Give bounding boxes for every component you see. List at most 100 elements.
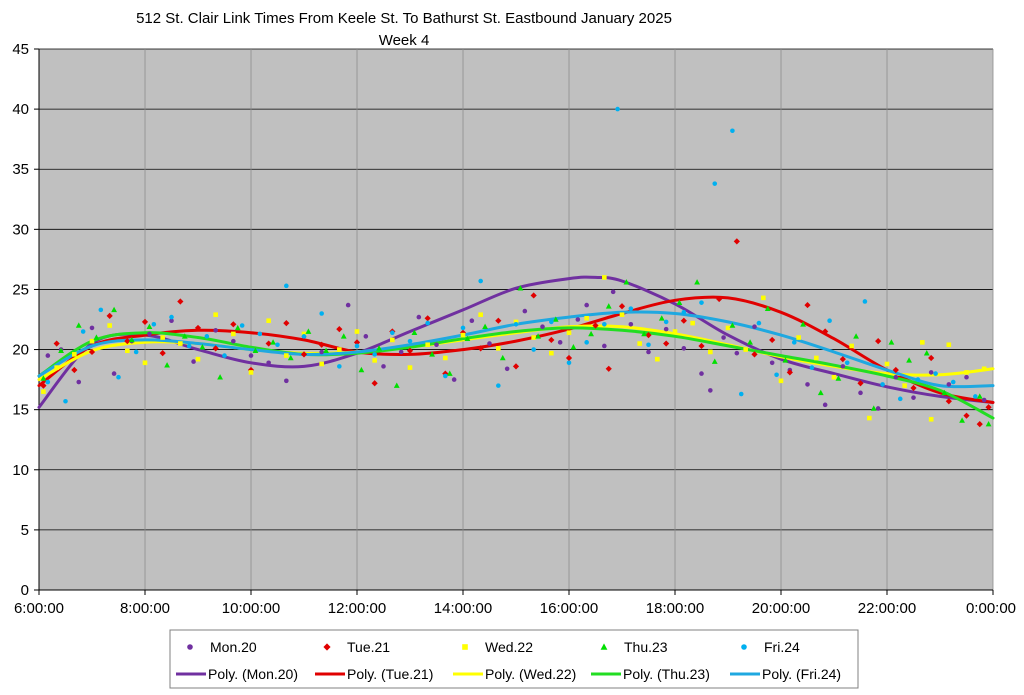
legend-label: Fri.24 xyxy=(764,639,800,655)
x-tick-label: 8:00:00 xyxy=(120,600,170,617)
data-point xyxy=(906,357,912,363)
data-point xyxy=(416,314,422,320)
data-point xyxy=(111,306,117,313)
data-point xyxy=(963,412,970,419)
data-point xyxy=(478,278,483,284)
data-point xyxy=(88,348,96,356)
data-point xyxy=(460,325,466,331)
data-point xyxy=(301,334,307,339)
data-point xyxy=(464,335,471,342)
data-point xyxy=(234,324,241,331)
data-point xyxy=(390,330,395,336)
data-point xyxy=(496,346,501,351)
data-point xyxy=(45,379,51,385)
data-point xyxy=(743,347,748,352)
data-point xyxy=(116,374,121,380)
y-tick-label: 5 xyxy=(21,522,29,539)
data-point xyxy=(902,383,907,388)
legend-marker xyxy=(600,643,608,650)
data-point xyxy=(699,300,704,305)
data-point xyxy=(566,360,572,366)
data-point xyxy=(354,343,360,349)
data-point xyxy=(443,355,448,361)
data-point xyxy=(531,335,536,340)
trend-line xyxy=(37,326,995,420)
data-point xyxy=(270,339,276,345)
data-point xyxy=(822,328,829,335)
data-point xyxy=(195,356,201,362)
data-point xyxy=(487,341,492,346)
data-point xyxy=(213,328,218,333)
y-tick-label: 35 xyxy=(12,161,29,178)
data-point xyxy=(398,349,404,355)
data-point xyxy=(721,335,726,340)
data-point xyxy=(708,349,713,355)
data-point xyxy=(252,347,259,354)
data-point xyxy=(231,338,236,344)
data-point xyxy=(340,333,347,339)
data-point xyxy=(915,377,921,382)
data-point xyxy=(393,382,400,388)
data-point xyxy=(443,373,448,379)
data-point xyxy=(337,347,342,352)
data-point xyxy=(730,128,735,134)
data-point xyxy=(928,416,934,422)
legend-label: Poly. (Mon.20) xyxy=(208,666,298,682)
data-point xyxy=(699,371,704,376)
data-point xyxy=(676,299,683,305)
data-point xyxy=(300,351,308,358)
data-point xyxy=(40,375,47,381)
data-point xyxy=(844,360,850,366)
data-point xyxy=(655,356,660,362)
data-point xyxy=(217,374,223,380)
data-point xyxy=(63,398,68,404)
data-point xyxy=(941,389,948,396)
data-point xyxy=(964,374,969,380)
data-point xyxy=(796,335,801,340)
data-point xyxy=(513,322,519,327)
data-point xyxy=(133,349,139,355)
data-point xyxy=(645,332,652,339)
data-point xyxy=(610,289,616,295)
data-point xyxy=(248,353,254,358)
y-tick-label: 10 xyxy=(12,462,29,479)
data-point xyxy=(778,378,784,384)
data-point xyxy=(390,337,395,343)
legend-label: Poly. (Thu.23) xyxy=(623,666,710,682)
legend-label: Mon.20 xyxy=(210,639,257,655)
data-point xyxy=(98,307,104,313)
data-point xyxy=(442,370,449,377)
data-point xyxy=(381,364,386,369)
x-tick-label: 14:00:00 xyxy=(434,600,492,617)
data-point xyxy=(738,391,744,397)
data-point xyxy=(729,322,736,328)
data-point xyxy=(522,308,528,314)
legend: Mon.20 Tue.21 Wed.22 Thu.23 Fri.24 Poly. (Mon… xyxy=(169,629,859,689)
data-point xyxy=(469,318,475,324)
legend-label: Thu.23 xyxy=(624,639,668,655)
data-point xyxy=(712,181,718,186)
data-point xyxy=(128,336,135,343)
data-point xyxy=(557,340,563,345)
data-point xyxy=(159,350,166,357)
data-point xyxy=(619,312,625,317)
data-point xyxy=(618,303,626,310)
data-point xyxy=(981,397,987,403)
data-point xyxy=(663,340,670,347)
data-point xyxy=(287,354,294,361)
data-point xyxy=(354,329,360,334)
data-point xyxy=(804,301,811,309)
data-point xyxy=(53,340,60,347)
data-point xyxy=(756,320,762,326)
data-point xyxy=(425,320,430,326)
data-point xyxy=(371,380,378,387)
data-point xyxy=(584,340,589,345)
data-point xyxy=(605,303,612,309)
data-point xyxy=(231,331,236,337)
data-point xyxy=(791,340,797,345)
y-tick-label: 20 xyxy=(12,342,29,359)
data-point xyxy=(531,347,536,352)
data-point xyxy=(857,380,864,387)
data-point xyxy=(111,371,117,376)
data-point xyxy=(672,329,678,334)
